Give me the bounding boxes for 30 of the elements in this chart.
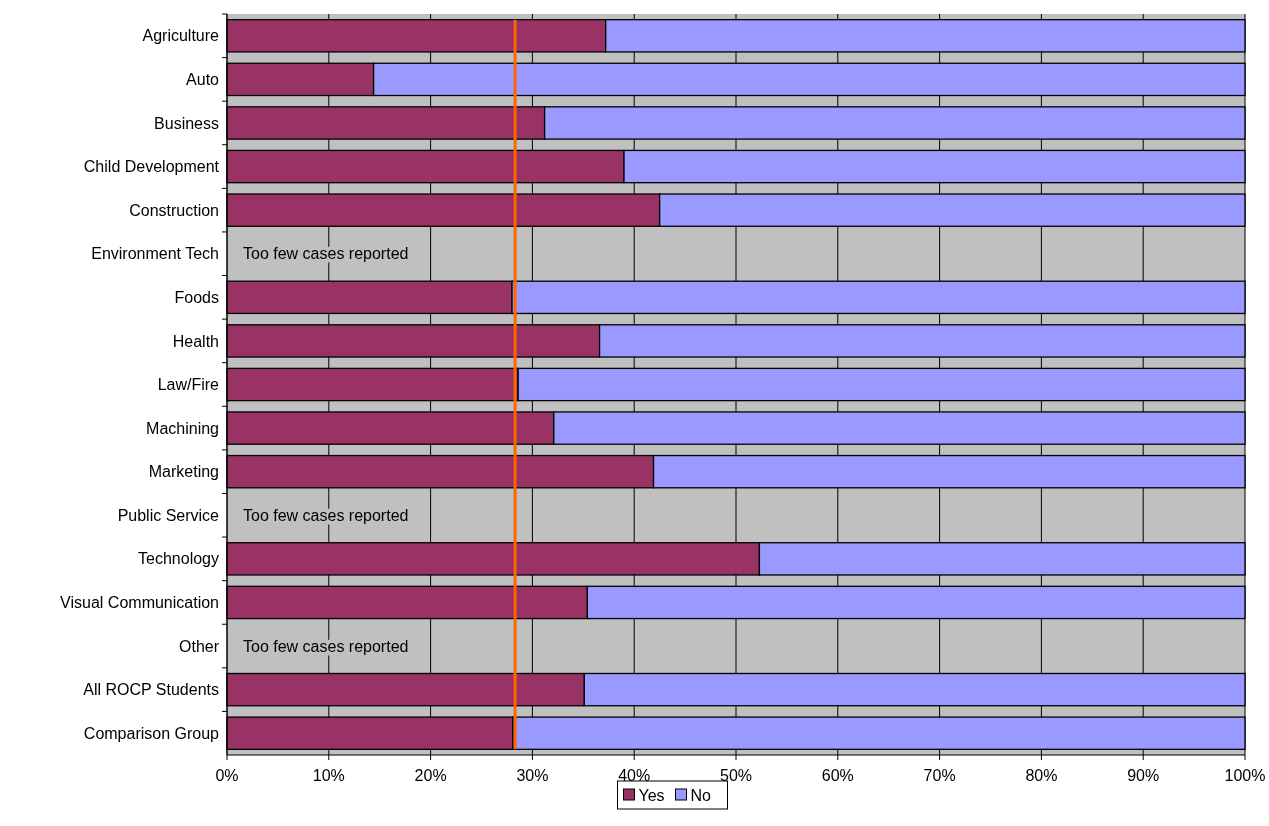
y-tick-label: Business [154, 114, 219, 132]
x-tick-label: 90% [1127, 767, 1160, 784]
y-tick-label: Auto [186, 70, 220, 88]
x-tick-label: 70% [923, 767, 956, 784]
y-tick-label: Machining [146, 419, 219, 437]
y-tick-label: Environment Tech [91, 245, 219, 263]
x-tick-label: 30% [516, 767, 549, 784]
x-tick-label: 0% [215, 767, 239, 784]
y-tick-label: Comparison Group [83, 724, 220, 742]
x-tick-label: 80% [1025, 767, 1058, 784]
y-tick-label: Visual Communication [60, 594, 219, 612]
y-tick-label: Public Service [117, 506, 220, 524]
y-tick-label: Health [172, 332, 219, 350]
y-tick-label: Agriculture [142, 27, 220, 45]
x-tick-label: 100% [1224, 767, 1266, 784]
y-tick-label: Construction [129, 201, 219, 219]
y-tick-label: Law/Fire [157, 376, 220, 394]
x-tick-label: 10% [312, 767, 345, 784]
y-tick-label: Foods [174, 288, 219, 306]
y-tick-label: Child Development [83, 158, 220, 176]
x-tick-label: 40% [618, 767, 651, 784]
y-tick-label: Other [178, 637, 220, 655]
y-tick-label: Technology [138, 550, 219, 568]
legend-label: No [690, 786, 712, 804]
legend-label: Yes [638, 786, 665, 804]
x-tick-label: 60% [821, 767, 854, 784]
y-tick-label: All ROCP Students [83, 681, 219, 699]
x-tick-label: 50% [719, 767, 753, 784]
x-tick-label: 20% [414, 767, 447, 784]
y-tick-label: Marketing [148, 463, 219, 481]
